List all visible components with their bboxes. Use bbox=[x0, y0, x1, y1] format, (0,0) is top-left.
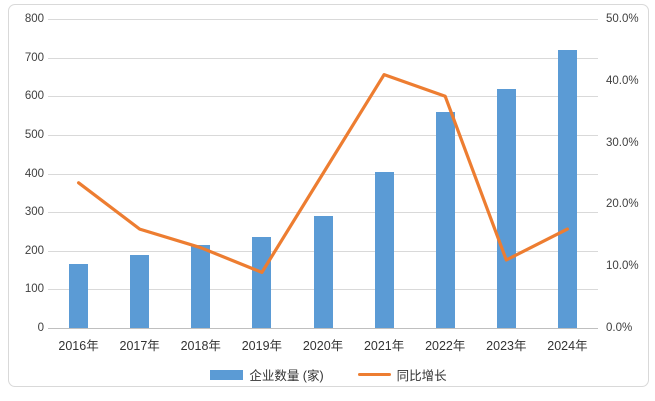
left-axis-tick: 400 bbox=[24, 167, 44, 180]
x-axis-tick-2020年: 2020年 bbox=[302, 339, 344, 353]
right-axis-tick: 10.0% bbox=[606, 260, 639, 273]
right-axis-tick: 30.0% bbox=[606, 136, 639, 149]
legend-label-line-series: 同比增长 bbox=[396, 369, 447, 383]
right-axis: 50.0% 40.0% 30.0% 20.0% 10.0% 0.0% bbox=[606, 13, 648, 334]
bar-2023年[interactable] bbox=[496, 88, 516, 328]
bar-2020年[interactable] bbox=[313, 215, 333, 328]
gridline bbox=[48, 19, 598, 20]
left-axis-tick: 100 bbox=[24, 283, 44, 296]
bar-2018年[interactable] bbox=[191, 244, 211, 328]
legend-item-bar-series[interactable]: 企业数量 (家) bbox=[210, 365, 324, 384]
left-axis-tick: 600 bbox=[24, 90, 44, 103]
left-axis-tick: 700 bbox=[24, 51, 44, 64]
bar-2017年[interactable] bbox=[130, 254, 150, 328]
x-axis-tick-2022年: 2022年 bbox=[425, 339, 466, 353]
legend-item-line-series[interactable]: 同比增长 bbox=[357, 365, 447, 384]
left-axis-tick: 0 bbox=[37, 322, 44, 334]
x-axis-tick-2017年: 2017年 bbox=[119, 339, 160, 353]
right-axis-tick: 40.0% bbox=[606, 74, 639, 87]
right-axis-tick: 0.0% bbox=[606, 322, 633, 334]
x-axis-tick-2016年: 2016年 bbox=[58, 339, 99, 353]
left-axis-tick: 300 bbox=[24, 206, 44, 219]
x-axis-tick-2018年: 2018年 bbox=[180, 339, 221, 353]
x-axis-tick-2023年: 2023年 bbox=[486, 339, 527, 353]
left-axis-tick: 800 bbox=[24, 13, 44, 25]
gridline bbox=[48, 57, 598, 59]
bar-2022年[interactable] bbox=[435, 111, 455, 328]
legend-label-bar-series: 企业数量 (家) bbox=[249, 369, 324, 383]
left-axis: 800 700 600 500 400 300 200 100 0 bbox=[14, 13, 44, 334]
x-axis-tick-2021年: 2021年 bbox=[363, 339, 405, 353]
x-axis-tick-2019年: 2019年 bbox=[241, 339, 283, 353]
x-axis-line bbox=[48, 328, 598, 329]
bar-2024年[interactable] bbox=[557, 49, 577, 328]
line-series bbox=[77, 72, 570, 274]
growth-line[interactable] bbox=[77, 72, 570, 274]
bar-2016年[interactable] bbox=[69, 264, 89, 328]
left-axis-tick: 500 bbox=[24, 128, 44, 141]
gridline bbox=[48, 134, 598, 136]
bar-2019年[interactable] bbox=[252, 237, 272, 328]
x-axis: 2016年 2017年 2018年 2019年 2020年 2021年 2022年 2023年… bbox=[48, 335, 598, 353]
legend: 企业数量 (家) 同比增长 bbox=[9, 365, 648, 384]
right-axis-tick: 20.0% bbox=[606, 198, 639, 211]
line-series-swatch-icon bbox=[357, 373, 391, 376]
x-axis-tick-2024年: 2024年 bbox=[547, 339, 588, 353]
bar-series-swatch-icon bbox=[210, 369, 244, 380]
plot-area bbox=[48, 19, 598, 329]
chart-frame: 800 700 600 500 400 300 200 100 0 50.0% 40.0% 30.0… bbox=[8, 4, 649, 387]
gridline bbox=[48, 96, 598, 98]
gridline bbox=[48, 212, 598, 214]
right-axis-tick: 50.0% bbox=[606, 13, 639, 25]
left-axis-tick: 200 bbox=[24, 244, 44, 257]
bar-2021年[interactable] bbox=[374, 171, 394, 328]
